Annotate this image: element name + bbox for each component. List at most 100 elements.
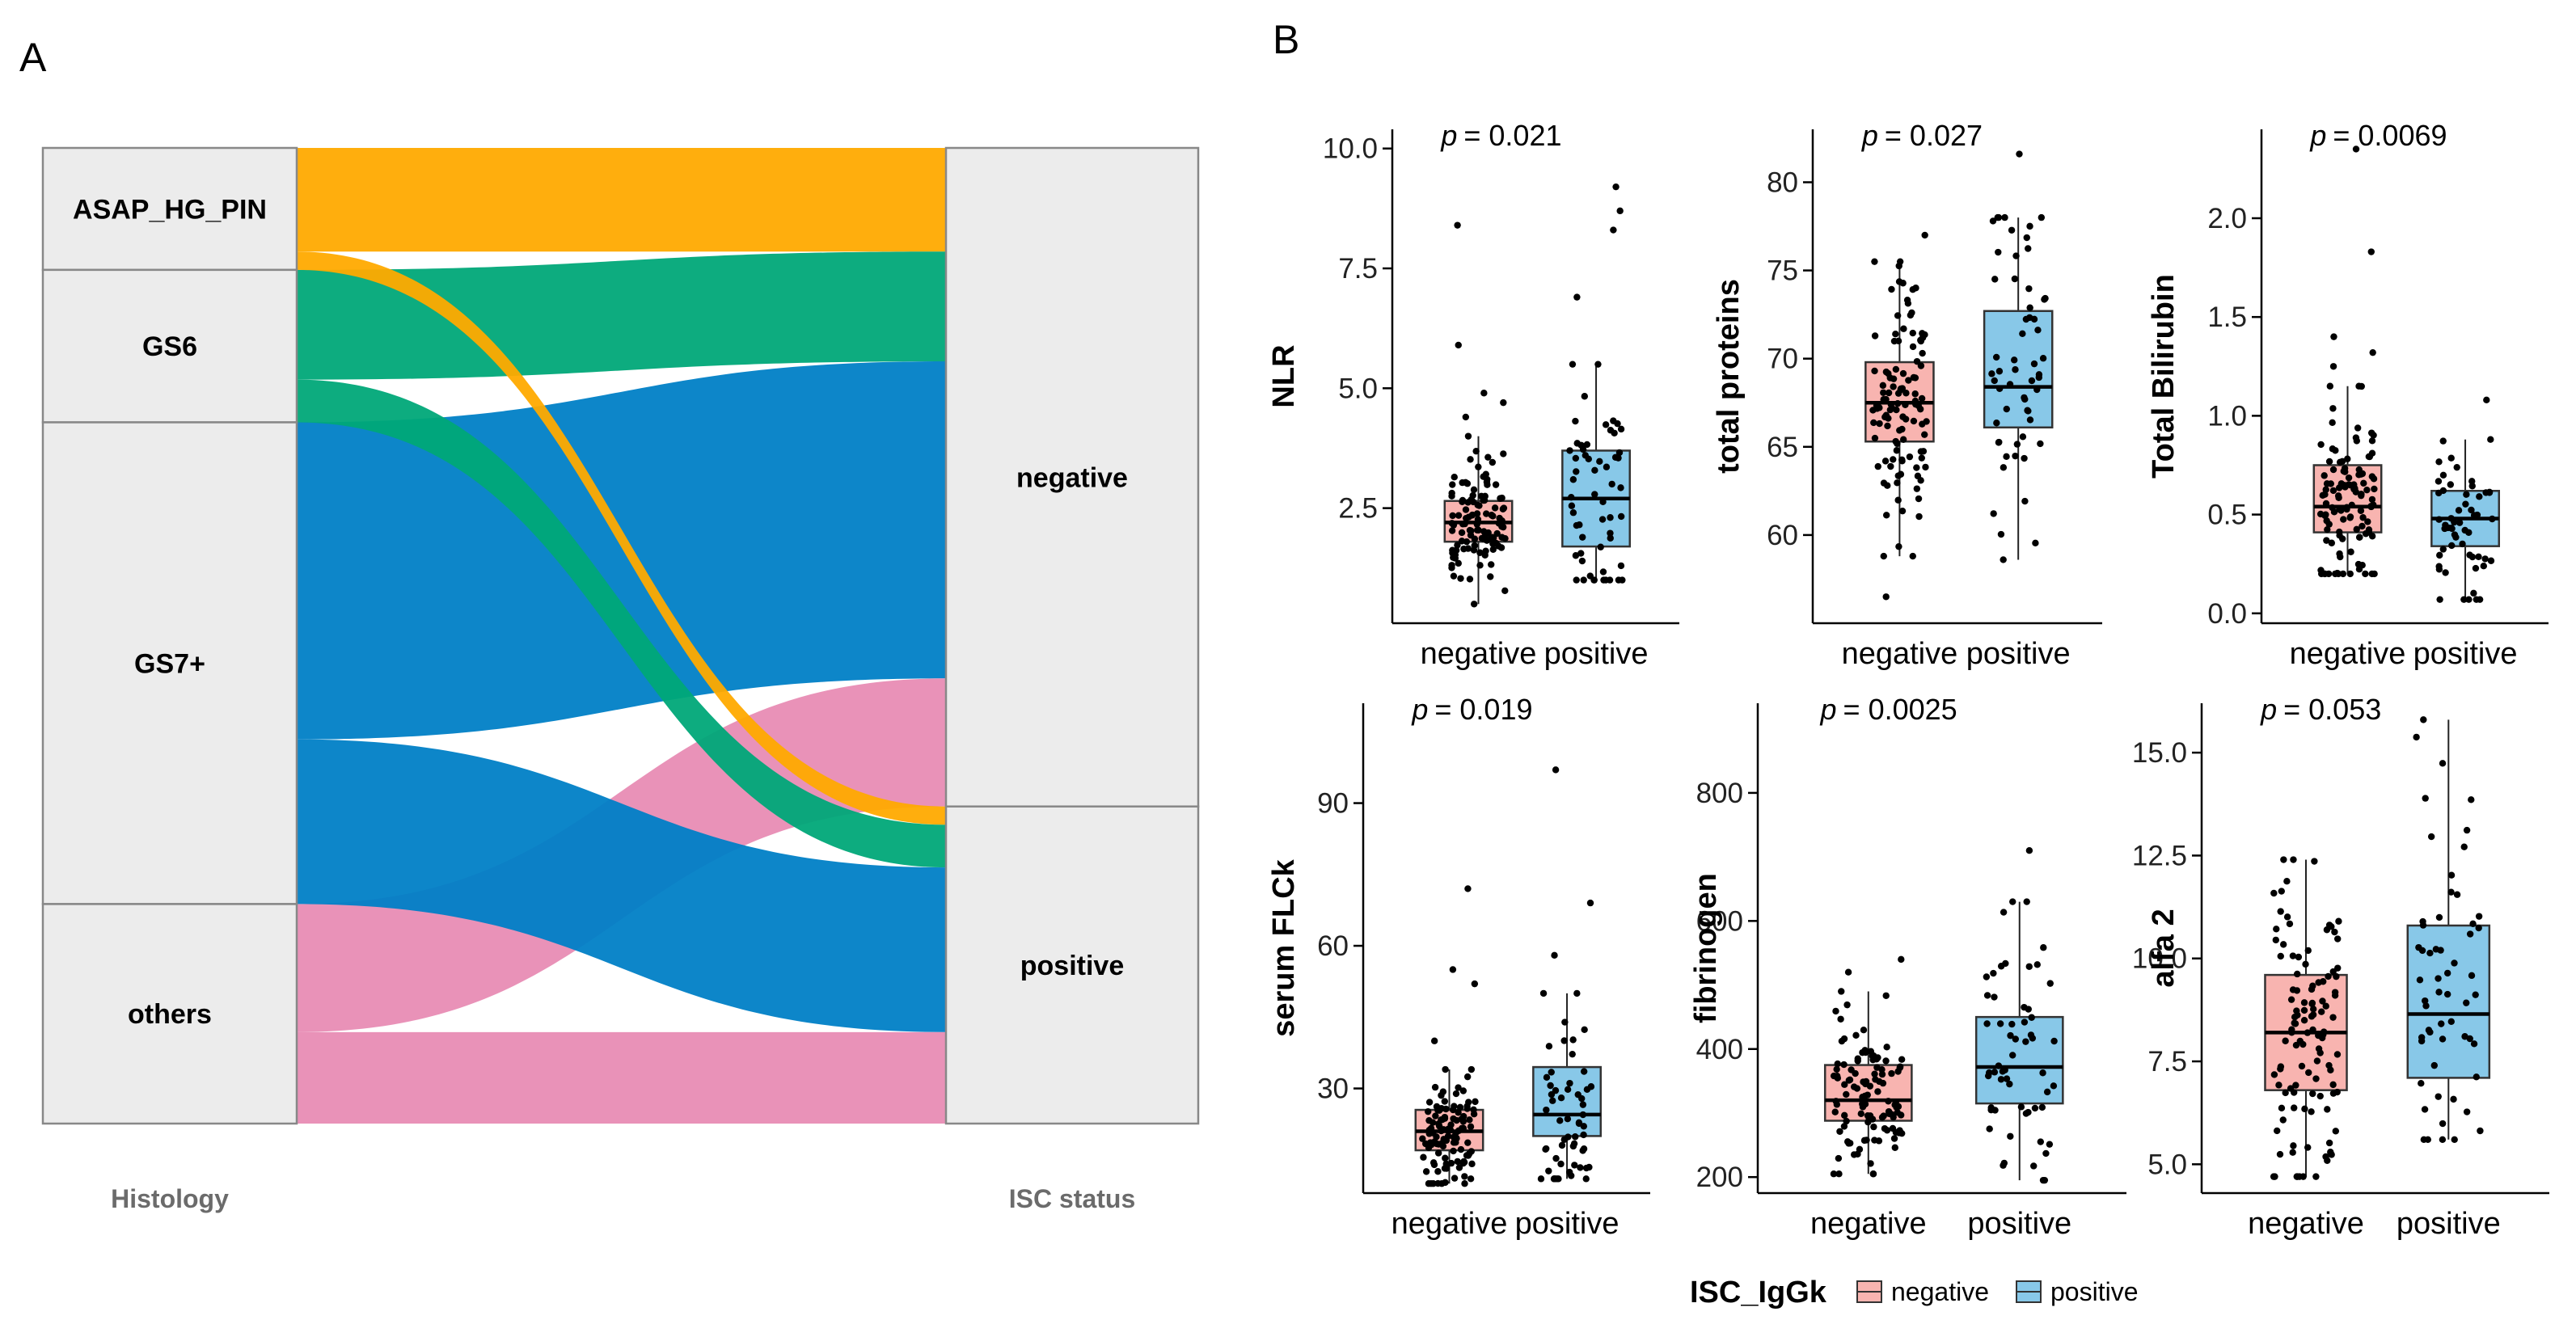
data-point xyxy=(2468,972,2476,980)
data-point xyxy=(2477,1127,2484,1135)
data-point xyxy=(1896,258,1904,265)
data-point xyxy=(1850,1083,1858,1090)
data-point xyxy=(2012,366,2019,373)
data-point xyxy=(1913,485,1921,492)
data-point xyxy=(1462,506,1470,513)
x-tick-label: positive xyxy=(2397,1207,2501,1241)
data-point xyxy=(1488,512,1495,519)
data-point xyxy=(2354,560,2363,568)
box-negative xyxy=(1823,955,1913,1178)
data-point xyxy=(1833,1065,1840,1073)
data-point xyxy=(2447,1018,2455,1025)
data-point xyxy=(2028,1014,2035,1021)
data-point xyxy=(2475,553,2482,560)
y-tick-label: 600 xyxy=(1696,905,1743,937)
data-point xyxy=(1481,492,1489,500)
data-point xyxy=(1882,992,1890,999)
data-point xyxy=(2336,532,2343,539)
data-point xyxy=(1449,512,1456,520)
data-point xyxy=(2436,596,2443,603)
data-point xyxy=(2489,515,2496,523)
data-point xyxy=(1557,1160,1565,1168)
data-point xyxy=(1997,530,2005,538)
data-point xyxy=(2435,975,2442,982)
flow-gs6-pos xyxy=(297,379,946,868)
data-point xyxy=(1430,1037,1438,1044)
data-point xyxy=(1489,546,1497,553)
y-axis-label-tp: total proteins xyxy=(1712,279,1746,474)
data-point xyxy=(1909,552,1916,560)
data-point xyxy=(2487,436,2494,443)
data-point xyxy=(1422,1168,1430,1175)
data-point xyxy=(1568,502,1576,509)
data-point xyxy=(1890,383,1897,390)
data-point xyxy=(2301,1105,2308,1113)
data-point xyxy=(1884,482,1891,489)
data-point xyxy=(1470,486,1478,494)
data-point xyxy=(1879,1079,1887,1087)
data-point xyxy=(1610,226,1617,234)
data-point xyxy=(1429,1119,1437,1126)
y-tick-label: 1.5 xyxy=(2207,302,2247,333)
data-point xyxy=(1989,217,1997,225)
data-point xyxy=(2021,395,2029,403)
data-point xyxy=(2007,1031,2014,1040)
y-axis-label-tb: Total Bilirubin xyxy=(2147,274,2181,479)
data-point xyxy=(1483,537,1491,544)
data-point xyxy=(2447,888,2455,896)
data-point xyxy=(2001,1066,2008,1073)
data-point xyxy=(1917,477,1924,484)
data-point xyxy=(2363,486,2371,494)
data-point xyxy=(1993,420,2000,427)
data-point xyxy=(1852,1069,1859,1078)
data-point xyxy=(2468,478,2476,485)
data-point xyxy=(1455,1084,1462,1091)
x-tick-label: positive xyxy=(1967,1207,2071,1241)
x-tick-label: negative xyxy=(1391,1207,1508,1241)
node-others xyxy=(41,903,298,1125)
data-point xyxy=(2419,921,2427,929)
data-point xyxy=(2029,1035,2037,1042)
node-pos xyxy=(944,805,1200,1125)
data-point xyxy=(1587,1083,1595,1090)
legend-label-negative: negative xyxy=(1891,1277,1989,1306)
data-point xyxy=(2421,1106,2429,1113)
flow-gs7-pos xyxy=(297,739,946,1032)
data-point xyxy=(2000,556,2007,563)
data-point xyxy=(1569,476,1577,483)
data-point xyxy=(1564,1086,1572,1094)
data-point xyxy=(1565,1133,1572,1141)
data-point xyxy=(1459,1087,1467,1094)
data-point xyxy=(1548,1069,1555,1076)
data-point xyxy=(2483,396,2490,404)
data-point xyxy=(1466,1116,1473,1124)
data-point xyxy=(2002,959,2009,968)
data-point xyxy=(1893,406,1900,414)
y-tick-label: 15.0 xyxy=(2132,737,2187,769)
data-point xyxy=(2368,496,2376,504)
data-point xyxy=(1569,361,1577,368)
data-point xyxy=(2327,1066,2334,1073)
data-point xyxy=(1433,1133,1440,1141)
data-point xyxy=(2425,1027,2433,1034)
data-point xyxy=(1458,529,1466,537)
data-point xyxy=(2468,796,2475,803)
data-point xyxy=(2358,491,2365,500)
node-asap xyxy=(41,146,298,272)
data-point xyxy=(2323,537,2330,544)
data-point xyxy=(1830,1072,1838,1080)
data-point xyxy=(1560,1037,1568,1044)
data-point xyxy=(2286,920,2294,928)
data-point xyxy=(2470,1040,2478,1048)
data-point xyxy=(1898,425,1906,433)
data-point xyxy=(2442,521,2449,529)
data-point xyxy=(2295,953,2303,961)
data-point xyxy=(2430,1061,2439,1069)
data-point xyxy=(2030,1162,2038,1170)
data-point xyxy=(1455,1127,1463,1135)
data-point xyxy=(1499,523,1507,531)
data-point xyxy=(2041,1176,2049,1184)
y-axis-label-fib: fibrinogen xyxy=(1689,873,1723,1023)
data-point xyxy=(1909,285,1916,293)
data-point xyxy=(1572,417,1579,425)
